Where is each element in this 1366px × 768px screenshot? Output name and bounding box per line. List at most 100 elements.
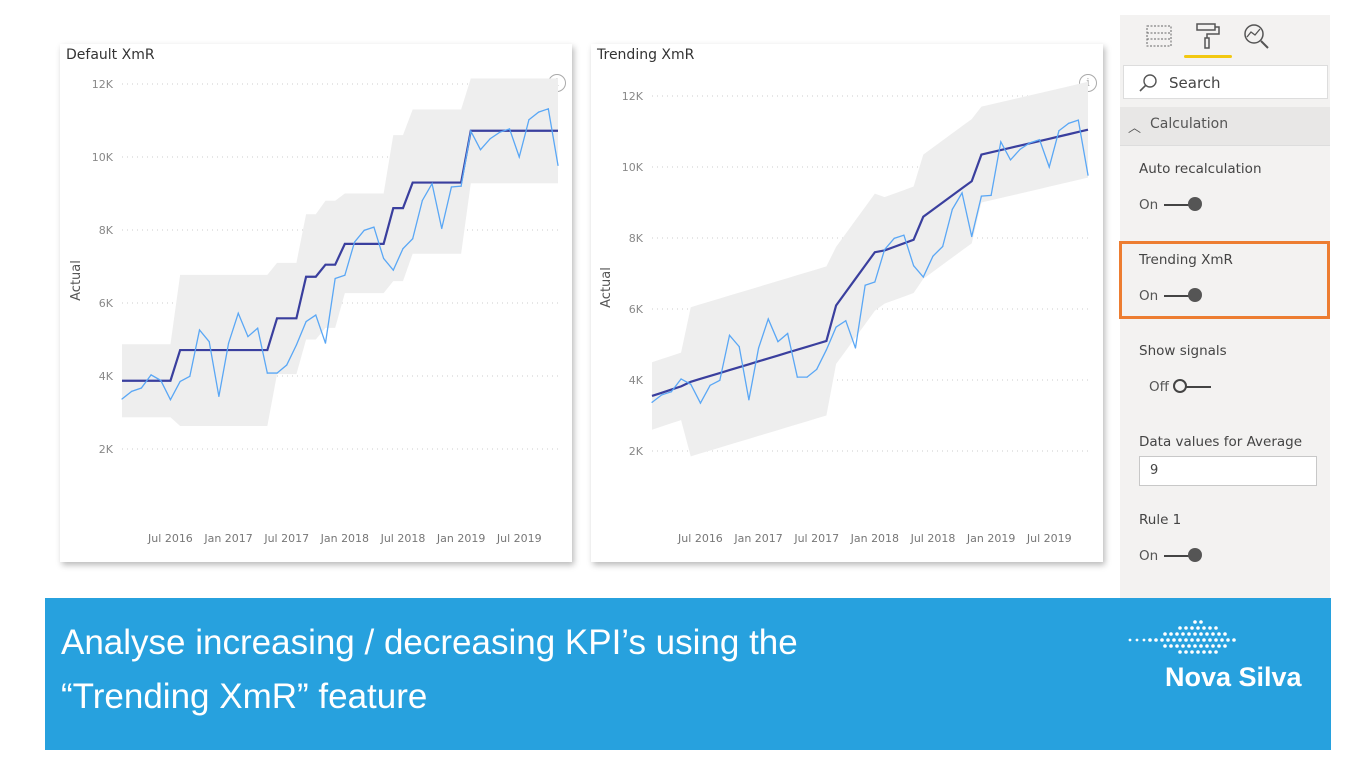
actual-point	[787, 332, 789, 335]
average-values-label: Data values for Average	[1139, 434, 1303, 450]
logo-dot	[1187, 632, 1191, 636]
actual-point	[169, 399, 172, 401]
logo-dot	[1202, 626, 1206, 630]
actual-point	[825, 349, 827, 351]
actual-point	[208, 341, 210, 343]
logo-dot	[1202, 650, 1206, 654]
actual-point	[757, 347, 760, 349]
toggle-state: Off	[1149, 379, 1169, 395]
y-tick-label: 8K	[629, 232, 644, 245]
x-tick-label: Jan 2019	[436, 532, 485, 545]
format-pane: Search ︿ Calculation Auto recalculation …	[1120, 15, 1330, 598]
actual-point	[528, 119, 530, 121]
x-tick-label: Jul 2017	[263, 532, 309, 545]
actual-point	[932, 255, 934, 257]
nova-silva-logo: Nova Silva	[1125, 618, 1325, 698]
logo-dot	[1166, 638, 1170, 642]
logo-dot	[1202, 638, 1206, 642]
show-signals-toggle[interactable]: Off	[1149, 379, 1211, 395]
logo-dot	[1187, 644, 1191, 648]
actual-point	[1048, 166, 1050, 168]
logo-text: Nova Silva	[1165, 662, 1302, 692]
x-tick-label: Jul 2018	[380, 532, 426, 545]
actual-point	[1029, 142, 1031, 144]
actual-point	[460, 185, 462, 187]
actual-point	[796, 376, 798, 378]
average-values-input[interactable]: 9	[1139, 456, 1317, 486]
logo-dot	[1208, 650, 1212, 654]
logo-dot	[1172, 638, 1176, 642]
rule1-toggle[interactable]: On	[1139, 548, 1203, 564]
logo-dot	[1211, 644, 1215, 648]
actual-point	[189, 375, 191, 377]
actual-point	[140, 387, 142, 389]
logo-dot	[1217, 644, 1221, 648]
actual-point	[990, 194, 992, 196]
auto-recalculation-toggle[interactable]: On	[1139, 197, 1203, 213]
logo-dot	[1184, 626, 1188, 630]
actual-point	[479, 149, 482, 151]
logo-dot	[1196, 650, 1200, 654]
logo-dot	[1199, 632, 1203, 636]
actual-point	[198, 329, 201, 331]
actual-point	[1000, 141, 1002, 143]
logo-dot	[1196, 638, 1200, 642]
y-tick-label: 4K	[99, 370, 114, 383]
actual-point	[777, 341, 779, 343]
y-tick-label: 12K	[92, 78, 114, 91]
logo-dot	[1175, 632, 1179, 636]
paint-roller-icon[interactable]	[1193, 21, 1223, 51]
actual-point	[450, 186, 453, 188]
actual-point	[392, 269, 394, 271]
actual-point	[942, 245, 944, 248]
actual-point	[980, 195, 983, 197]
logo-dot	[1226, 638, 1230, 642]
logo-dot	[1208, 626, 1212, 630]
trending-xmr-highlight	[1119, 241, 1330, 319]
actual-point	[334, 277, 336, 280]
actual-point	[305, 321, 307, 323]
y-tick-label: 6K	[629, 303, 644, 316]
chart-title: Default XmR	[66, 47, 155, 63]
search-placeholder: Search	[1169, 74, 1221, 92]
actual-point	[874, 281, 876, 283]
auto-recalculation-label: Auto recalculation	[1139, 161, 1262, 177]
trending-xmr-label: Trending XmR	[1139, 252, 1233, 268]
actual-point	[276, 372, 278, 374]
search-input[interactable]: Search	[1123, 65, 1328, 99]
y-tick-label: 4K	[629, 374, 644, 387]
actual-point	[383, 257, 385, 260]
actual-point	[854, 347, 857, 349]
actual-point	[951, 208, 953, 210]
actual-line	[121, 107, 559, 402]
fields-icon[interactable]	[1144, 21, 1174, 51]
actual-point	[1087, 174, 1089, 176]
chart-title: Trending XmR	[597, 47, 695, 63]
actual-point	[971, 235, 973, 238]
actual-point	[257, 327, 259, 329]
x-tick-label: Jan 2018	[320, 532, 369, 545]
logo-dot	[1142, 638, 1146, 642]
logo-dot	[1199, 644, 1203, 648]
actual-point	[538, 111, 540, 113]
logo-dot	[1190, 626, 1194, 630]
actual-point	[1019, 148, 1021, 150]
search-icon	[1139, 74, 1157, 92]
caption-banner: Analyse increasing / decreasing KPI’s us…	[45, 598, 1331, 750]
actual-point	[160, 379, 162, 381]
y-tick-label: 8K	[99, 224, 114, 237]
analytics-icon[interactable]	[1241, 21, 1271, 51]
actual-point	[324, 342, 327, 344]
actual-point	[266, 372, 268, 374]
logo-dot	[1160, 638, 1164, 642]
actual-point	[508, 128, 511, 130]
y-tick-label: 12K	[622, 90, 644, 103]
actual-point	[690, 383, 692, 385]
actual-point	[748, 399, 750, 401]
logo-dot	[1190, 638, 1194, 642]
trending-xmr-toggle[interactable]: On	[1139, 288, 1203, 304]
calculation-section-header[interactable]: ︿ Calculation	[1120, 107, 1330, 146]
x-tick-label: Jul 2017	[793, 532, 839, 545]
